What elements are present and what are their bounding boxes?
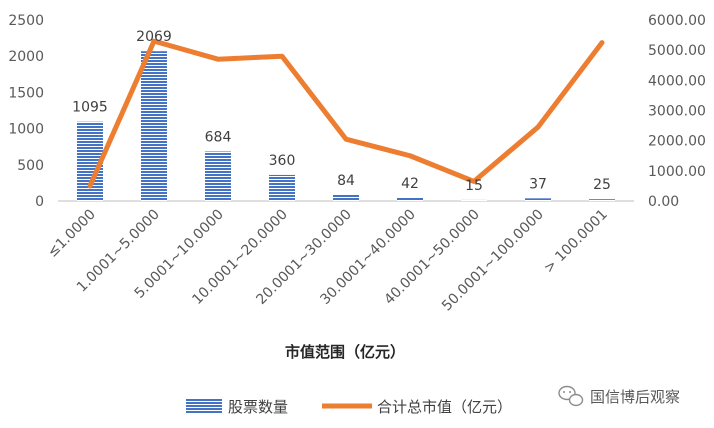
legend-swatch-bars [186, 399, 222, 413]
watermark-text: 国信博后观察 [590, 388, 680, 406]
x-tick-label: > 100.0001 [541, 207, 611, 277]
bar [205, 151, 231, 201]
bar-series [77, 51, 615, 201]
bar [269, 174, 295, 201]
bar [525, 198, 551, 201]
right-tick-label: 0.00 [648, 194, 679, 210]
bar-data-label: 2069 [136, 29, 172, 45]
left-tick-label: 0 [35, 194, 44, 210]
bar [397, 197, 423, 201]
legend-label-line: 合计总市值（亿元） [377, 398, 512, 416]
line-path [87, 38, 605, 189]
bar-data-label: 15 [465, 178, 483, 194]
bar-data-label: 42 [401, 176, 419, 192]
right-tick-label: 6000.00 [648, 13, 706, 29]
right-axis-ticks: 0.00 1000.00 2000.00 3000.00 4000.00 5000.00 6… [648, 13, 706, 210]
bar-data-label: 84 [337, 173, 355, 189]
line-series [87, 38, 605, 189]
bar-data-label: 37 [529, 176, 547, 192]
right-tick-label: 3000.00 [648, 104, 706, 120]
x-axis-title: 市值范围（亿元） [285, 343, 405, 361]
left-tick-label: 500 [17, 158, 44, 174]
x-tick-label: ≤1.0000 [45, 207, 99, 261]
left-tick-label: 1500 [8, 85, 44, 101]
watermark: 国信博后观察 [558, 385, 680, 407]
left-axis-ticks: 0 500 1000 1500 2000 2500 [8, 13, 44, 210]
x-axis-ticks: ≤1.00001.0001~5.00005.0001~10.000010.000… [45, 207, 611, 315]
left-tick-label: 2500 [8, 13, 44, 29]
bar [461, 199, 487, 201]
wechat-icon [558, 385, 584, 407]
bar-data-label: 25 [593, 177, 611, 193]
legend: 股票数量 合计总市值（亿元） [186, 398, 512, 416]
left-tick-label: 2000 [8, 49, 44, 65]
bar-data-labels: 1095 2069 684 360 84 42 15 37 25 [72, 29, 611, 194]
right-tick-label: 4000.00 [648, 73, 706, 89]
left-tick-label: 1000 [8, 122, 44, 138]
right-tick-label: 2000.00 [648, 134, 706, 150]
bar-data-label: 1095 [72, 100, 108, 116]
bar [141, 51, 167, 201]
right-tick-label: 1000.00 [648, 164, 706, 180]
right-tick-label: 5000.00 [648, 43, 706, 59]
bar-data-label: 360 [269, 153, 296, 169]
bar [333, 194, 359, 201]
legend-label-bars: 股票数量 [228, 398, 288, 416]
bar-data-label: 684 [205, 129, 232, 145]
bar [589, 199, 615, 201]
